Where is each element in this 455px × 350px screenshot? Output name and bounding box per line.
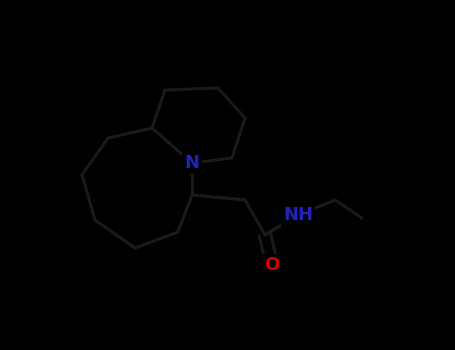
Text: N: N — [184, 154, 199, 172]
Text: O: O — [264, 256, 280, 274]
Text: NH: NH — [283, 206, 313, 224]
